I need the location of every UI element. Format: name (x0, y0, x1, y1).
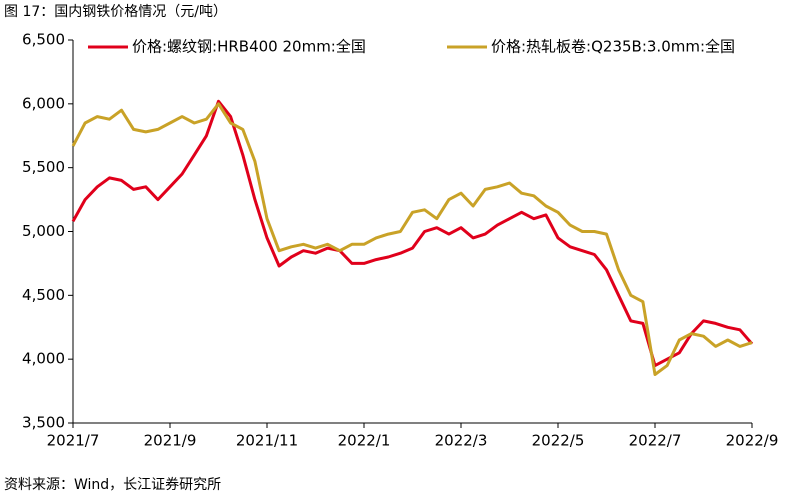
series-line (71, 102, 753, 376)
y-tick-label: 6,000 (22, 94, 65, 112)
y-tick-label: 6,500 (22, 31, 65, 49)
x-tick-label: 2022/9 (726, 432, 779, 450)
x-tick-label: 2021/7 (47, 432, 100, 450)
x-tick-label: 2022/3 (435, 432, 488, 450)
x-tick-label: 2022/5 (532, 432, 585, 450)
series-line (71, 99, 754, 368)
y-tick-label: 5,500 (22, 158, 65, 176)
chart-title: 图 17：国内钢铁价格情况（元/吨） (4, 4, 227, 20)
legend-label: 价格:螺纹钢:HRB400 20mm:全国 (132, 38, 366, 56)
source-note: 资料来源：Wind，长江证券研究所 (4, 477, 221, 493)
x-tick-label: 2022/7 (629, 432, 682, 450)
y-tick-label: 3,500 (22, 414, 65, 432)
legend-label: 价格:热轧板卷:Q235B:3.0mm:全国 (491, 38, 735, 56)
x-tick-label: 2021/11 (236, 432, 298, 450)
y-tick-label: 4,500 (22, 286, 65, 304)
y-tick-label: 5,000 (22, 222, 65, 240)
x-tick-label: 2021/9 (144, 432, 197, 450)
x-tick-label: 2022/1 (338, 432, 391, 450)
y-tick-label: 4,000 (22, 350, 65, 368)
